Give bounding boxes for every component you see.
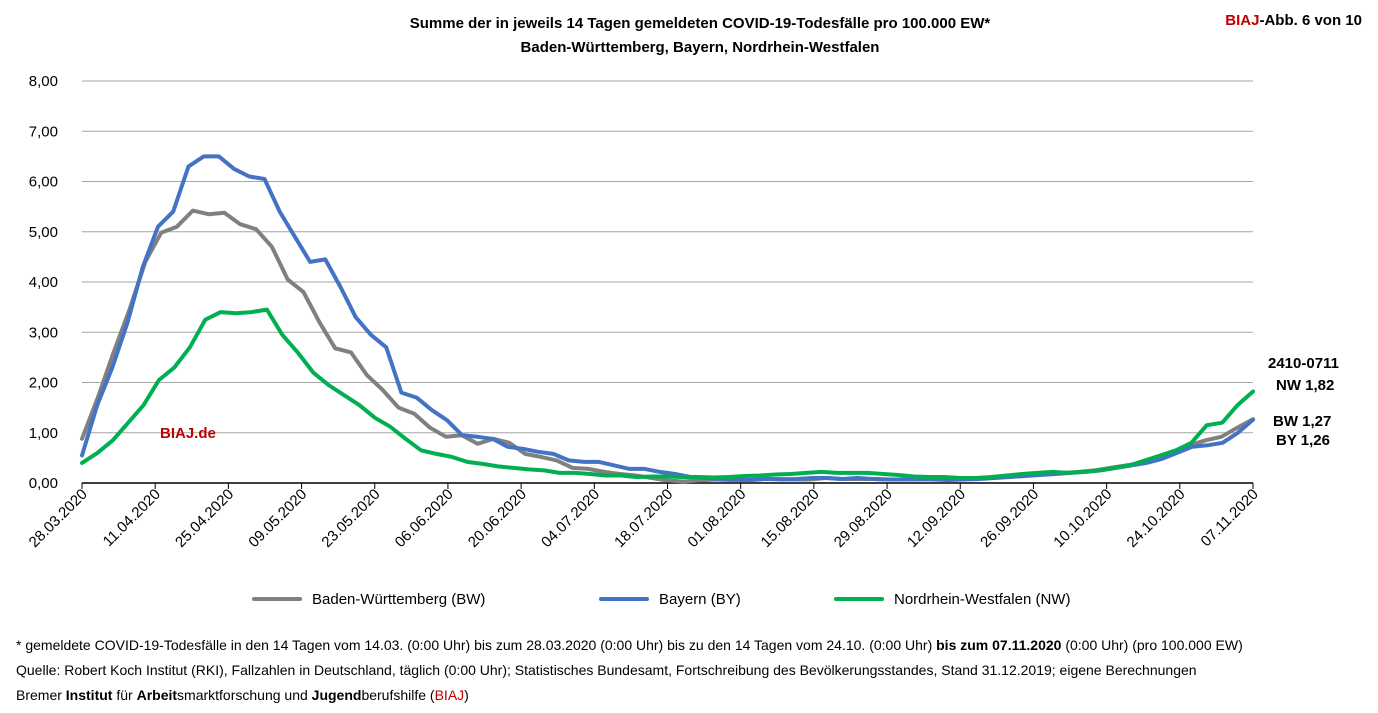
series-line-nw (80, 307, 1255, 480)
publisher-note-part: Bremer (16, 687, 66, 703)
y-tick-label: 8,00 (29, 73, 58, 90)
publisher-note-part: berufshilfe ( (361, 687, 435, 703)
footnote-a: * gemeldete COVID-19-Todesfälle in den 1… (16, 637, 937, 653)
figure-badge: BIAJ-Abb. 6 von 10 (1225, 12, 1362, 29)
annotation-code: 2410-0711 (1268, 355, 1339, 372)
x-tick-label: 04.07.2020 (538, 486, 603, 551)
y-tick-label: 6,00 (29, 174, 58, 191)
figure-badge-number: -Abb. 6 von 10 (1259, 12, 1362, 29)
chart-title: Summe der in jeweils 14 Tagen gemeldeten… (250, 12, 1150, 60)
x-tick-label: 10.10.2020 (1050, 486, 1115, 551)
x-tick-label: 26.09.2020 (977, 486, 1042, 551)
series-line-by (80, 154, 1255, 482)
publisher-note-part: Institut (65, 687, 113, 703)
publisher-note-part: BIAJ (434, 687, 465, 703)
y-tick-label: 5,00 (29, 224, 58, 241)
x-tick-label: 12.09.2020 (904, 486, 969, 551)
x-tick-label: 28.03.2020 (26, 486, 91, 551)
annotation-by: BY 1,26 (1276, 432, 1330, 449)
footnote-bold: bis zum 07.11.2020 (936, 637, 1062, 653)
source-note: Quelle: Robert Koch Institut (RKI), Fall… (16, 662, 1197, 678)
x-tick-label: 20.06.2020 (465, 486, 530, 551)
annotation-nw: NW 1,82 (1276, 377, 1334, 394)
publisher-note-part: Jugend (311, 687, 362, 703)
x-tick-label: 01.08.2020 (684, 486, 749, 551)
x-axis: 28.03.2020 11.04.2020 25.04.2020 09.05.2020… (26, 482, 1262, 551)
annotation-bw: BW 1,27 (1273, 413, 1331, 430)
x-tick-label: 18.07.2020 (611, 486, 676, 551)
legend-label: Nordrhein-Westfalen (NW) (894, 591, 1070, 608)
figure-badge-brand: BIAJ (1225, 12, 1260, 29)
legend-label: Baden-Württemberg (BW) (312, 591, 485, 608)
x-tick-label: 24.10.2020 (1124, 486, 1189, 551)
legend: Baden-Württemberg (BW) Bayern (BY) Nordrhe… (252, 591, 1070, 608)
publisher-note-part: ) (464, 687, 469, 703)
y-tick-label: 1,00 (29, 425, 58, 442)
x-tick-label: 29.08.2020 (831, 486, 896, 551)
y-tick-label: 3,00 (29, 324, 58, 341)
legend-label: Bayern (BY) (659, 591, 741, 608)
publisher-note-part: Arbeit (136, 687, 178, 703)
x-tick-label: 15.08.2020 (758, 486, 823, 551)
x-tick-label: 11.04.2020 (100, 486, 164, 550)
x-tick-label: 06.06.2020 (392, 486, 457, 551)
publisher-note-part: smarktforschung und (177, 687, 312, 703)
series-line-bw (80, 208, 1255, 484)
y-tick-label: 0,00 (29, 475, 58, 492)
chart-title-line2: Baden-Württemberg, Bayern, Nordrhein-Wes… (520, 39, 880, 56)
chart-title-line1: Summe der in jeweils 14 Tagen gemeldeten… (409, 15, 991, 32)
y-tick-label: 7,00 (29, 123, 58, 140)
footnote-c: (0:00 Uhr) (pro 100.000 EW) (1061, 637, 1243, 653)
y-axis-tick-labels: 0,00 1,00 2,00 3,00 4,00 5,00 6,00 7,00 8,00 (29, 73, 58, 492)
footnote: * gemeldete COVID-19-Todesfälle in den 1… (16, 635, 1243, 655)
x-tick-label: 07.11.2020 (1198, 486, 1262, 550)
publisher-note: Bremer Institut für Arbeitsmarktforschun… (16, 685, 469, 705)
y-tick-label: 4,00 (29, 274, 58, 291)
series-lines (80, 154, 1255, 484)
y-tick-label: 2,00 (29, 375, 58, 392)
x-tick-label: 23.05.2020 (318, 486, 383, 551)
gridlines (82, 80, 1253, 434)
x-tick-label: 09.05.2020 (245, 486, 310, 551)
watermark: BIAJ.de (160, 425, 216, 442)
publisher-note-part: für (112, 687, 137, 703)
x-tick-label: 25.04.2020 (172, 486, 237, 551)
